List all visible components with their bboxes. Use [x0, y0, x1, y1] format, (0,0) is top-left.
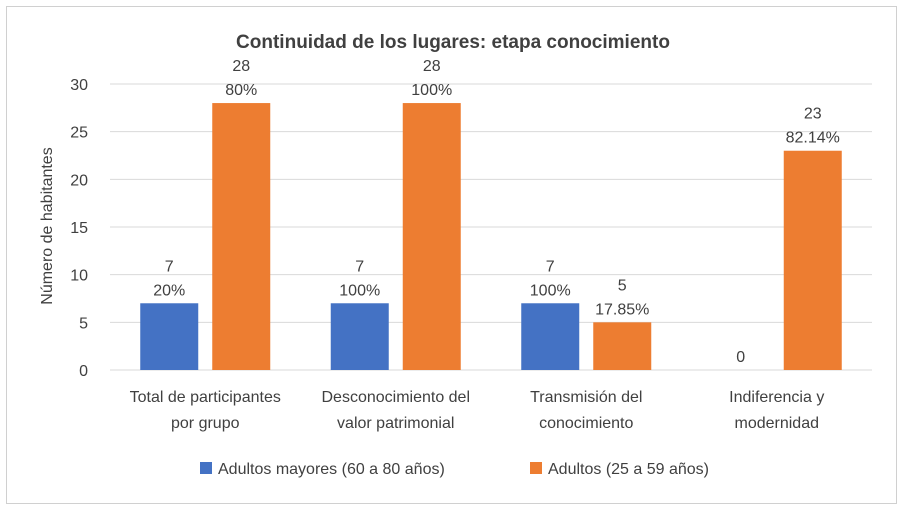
- data-label: 5: [618, 277, 627, 294]
- x-category-label: conocimiento: [539, 415, 633, 432]
- data-label: 17.85%: [595, 301, 649, 318]
- bar-adultos-mayores: [140, 303, 199, 370]
- legend-label: Adultos (25 a 59 años): [548, 461, 709, 478]
- data-label: 0: [736, 349, 745, 366]
- y-tick-label: 20: [70, 172, 88, 189]
- bar-adultos: [402, 103, 461, 371]
- legend-swatch: [200, 462, 212, 474]
- data-label: 7: [355, 258, 364, 275]
- x-category-label: modernidad: [735, 415, 820, 432]
- y-tick-label: 5: [79, 315, 88, 332]
- data-label: 80%: [225, 82, 257, 99]
- bar-adultos-mayores: [330, 303, 389, 370]
- data-label: 100%: [339, 282, 380, 299]
- data-label: 28: [232, 58, 250, 75]
- chart-title: Continuidad de los lugares: etapa conoci…: [236, 32, 670, 53]
- data-label: 82.14%: [786, 130, 840, 147]
- x-category-label: por grupo: [171, 415, 240, 432]
- bar-adultos: [212, 103, 271, 371]
- legend-swatch: [530, 462, 542, 474]
- x-category-label: Indiferencia y: [729, 389, 824, 406]
- data-label: 7: [546, 258, 555, 275]
- y-tick-label: 0: [79, 363, 88, 380]
- legend-label: Adultos mayores (60 a 80 años): [218, 461, 445, 478]
- bar-adultos: [783, 150, 842, 370]
- data-label: 28: [423, 58, 441, 75]
- x-category-label: Transmisión del: [530, 389, 642, 406]
- data-label: 100%: [411, 82, 452, 99]
- x-category-label: valor patrimonial: [337, 415, 454, 432]
- x-category-label: Desconocimiento del: [321, 389, 470, 406]
- y-tick-label: 15: [70, 220, 88, 237]
- y-axis-label: Número de habitantes: [39, 147, 56, 304]
- x-category-label: Total de participantes: [130, 389, 281, 406]
- data-label: 20%: [153, 282, 185, 299]
- bar-adultos: [593, 322, 652, 370]
- data-label: 7: [165, 258, 174, 275]
- y-tick-label: 10: [70, 268, 88, 285]
- y-tick-label: 25: [70, 125, 88, 142]
- bar-adultos-mayores: [521, 303, 580, 370]
- y-tick-label: 30: [70, 77, 88, 94]
- data-label: 23: [804, 106, 822, 123]
- data-label: 100%: [530, 282, 571, 299]
